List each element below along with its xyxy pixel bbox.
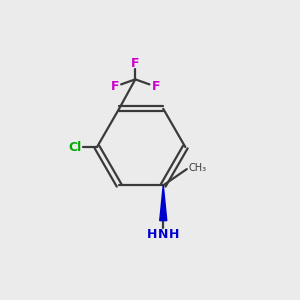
Polygon shape <box>160 185 167 220</box>
Text: F: F <box>152 80 160 93</box>
Text: Cl: Cl <box>68 141 82 154</box>
Text: CH₃: CH₃ <box>188 163 206 172</box>
Text: F: F <box>110 80 119 93</box>
Text: F: F <box>131 57 140 70</box>
Text: N: N <box>158 228 168 241</box>
Text: H: H <box>169 228 180 241</box>
Text: H: H <box>147 228 157 241</box>
